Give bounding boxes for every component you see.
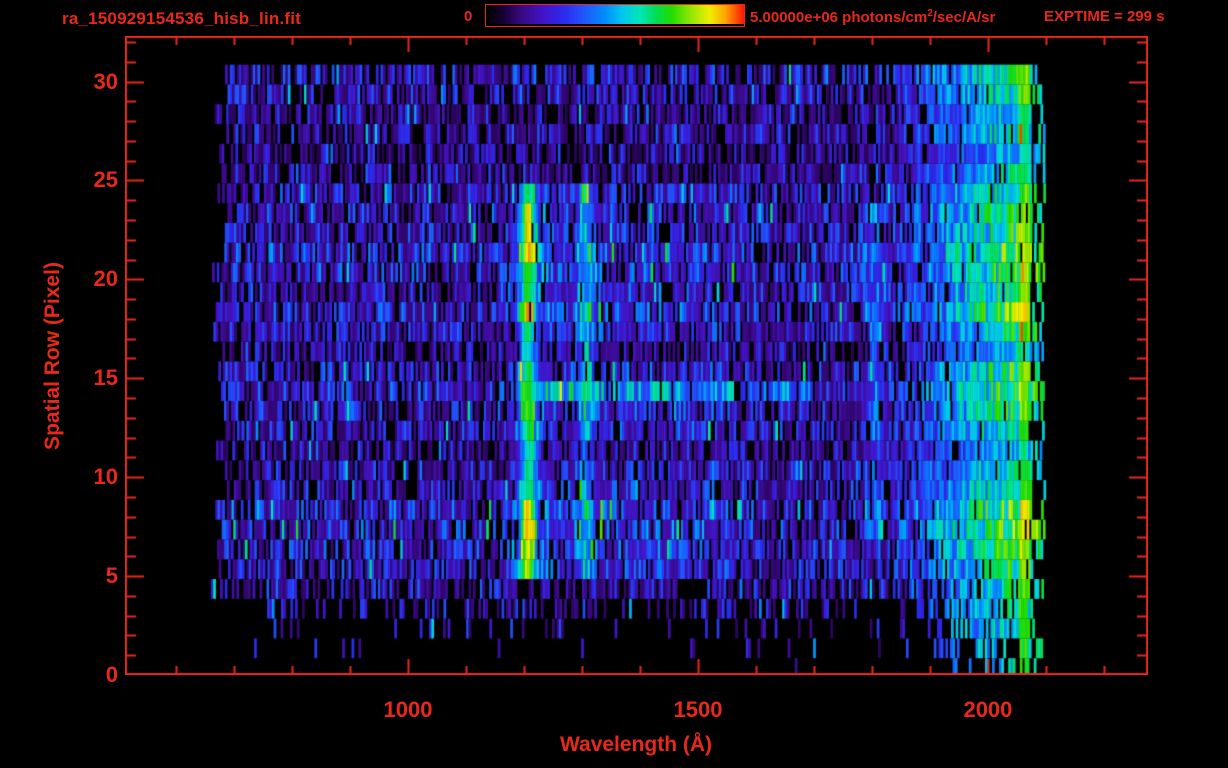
y-axis-title: Spatial Row (Pixel) bbox=[41, 262, 64, 450]
spectral-heatmap-plot bbox=[125, 36, 1148, 675]
x-tick-label-1000: 1000 bbox=[383, 697, 433, 722]
colorbar bbox=[485, 4, 745, 27]
colorbar-max-label-exponent: 2 bbox=[927, 8, 933, 19]
colorbar-gradient bbox=[486, 5, 744, 24]
colorbar-min-label: 0 bbox=[464, 8, 473, 25]
figure-title: ra_150929154536_hisb_lin.fit bbox=[62, 9, 302, 28]
exptime-label: EXPTIME = 299 s bbox=[1044, 8, 1165, 25]
y-tick-label-30: 30 bbox=[93, 68, 118, 94]
colorbar-max-label-prefix: 5.00000e+06 photons/cm bbox=[750, 9, 928, 26]
y-tick-label-0: 0 bbox=[105, 662, 118, 687]
colorbar-max-label-suffix: /sec/A/sr bbox=[932, 9, 996, 26]
y-tick-label-25: 25 bbox=[93, 167, 118, 193]
y-tick-label-20: 20 bbox=[93, 266, 118, 292]
x-tick-label-1500: 1500 bbox=[673, 697, 723, 722]
y-tick-label-5: 5 bbox=[105, 563, 118, 589]
y-tick-label-10: 10 bbox=[93, 464, 118, 490]
x-tick-label-2000: 2000 bbox=[963, 697, 1013, 722]
y-tick-label-15: 15 bbox=[93, 365, 118, 391]
colorbar-max-label: 5.00000e+06 photons/cm2/sec/A/sr bbox=[750, 8, 995, 26]
x-axis-title: Wavelength (Å) bbox=[559, 733, 713, 756]
